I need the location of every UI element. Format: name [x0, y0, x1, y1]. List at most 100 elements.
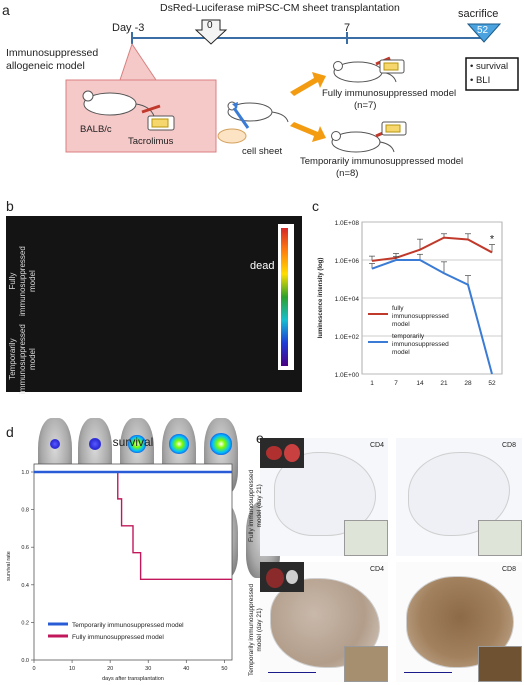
heart-specimen [266, 568, 284, 588]
heart-specimen [286, 570, 298, 584]
timeline-graphic [65, 19, 519, 153]
histo-row2-label-1: Temporarily immunosuppressed [248, 583, 255, 676]
bli-row2-label: Temporarily immunosuppressed model [8, 324, 38, 394]
histo-row2-label: Temporarily immunosuppressed model (day … [248, 584, 264, 676]
legend-label-fully: model [392, 321, 410, 328]
panel-a: a DsRed-Luciferase miPSC-CM sheet transp… [0, 0, 524, 180]
bli-row1-label-1: Fully [8, 272, 17, 290]
y-axis-label: survival rate [6, 551, 12, 581]
panel-b-letter: b [6, 198, 14, 214]
day-minus3-label: Day -3 [112, 22, 145, 34]
bli-day-header: Day 52 [248, 206, 275, 216]
chart-legend: fullyimmunosuppressedmodeltemporarilyimm… [368, 305, 449, 356]
luminescence-chart: 1.0E+00 1.0E+02 1.0E+04 1.0E+06 1.0E+08 1 7 14 2… [318, 220, 503, 387]
fully-curve [34, 471, 232, 581]
panel-d-letter: d [6, 424, 14, 440]
gross-photo-temp [260, 562, 304, 592]
histo-row1-label-2: model (day 21) [256, 484, 263, 528]
bli-day-header: Day 28 [206, 206, 233, 216]
day7-label: 7 [344, 22, 351, 34]
bli-day-header: Day 1 [40, 206, 63, 216]
histo-row2-label-2: model (day 21) [256, 608, 263, 652]
y-tick-label: 1.0E+08 [335, 220, 360, 227]
panel-a-header: DsRed-Luciferase miPSC-CM sheet transpla… [160, 2, 400, 14]
heart-specimen [284, 444, 300, 462]
x-axis-label: days after transplantation [102, 676, 164, 682]
cd4-label-row2: CD4 [370, 566, 385, 573]
x-tick-label: 50 [221, 666, 227, 672]
y-axis-label: luminescence intensity (log) [318, 258, 324, 339]
inset-zoom [478, 520, 522, 556]
x-tick-label: 40 [183, 666, 189, 672]
panel-c: c 1.0E+00 1.0E+02 1.0E+04 1.0E+06 1.0E+08 1 7 1… [306, 196, 524, 392]
bli-color-bar [281, 228, 288, 366]
x-tick-label: 21 [440, 380, 448, 387]
temp-model-n: (n=8) [336, 168, 359, 179]
bli-signal [50, 439, 60, 449]
cd4-label-row1: CD4 [370, 442, 385, 449]
y-tick-label: 1.0 [21, 470, 29, 476]
x-tick-label: 52 [488, 380, 496, 387]
model-label-line2: allogeneic model [6, 60, 85, 72]
x-tick-label: 28 [464, 380, 472, 387]
legend-label-temp: immunosuppressed [392, 341, 449, 348]
model-label-line1: Immunosuppressed [6, 47, 99, 59]
x-tick-label: 0 [32, 666, 35, 672]
dead-label: dead [250, 260, 275, 272]
survival-plot-area [33, 463, 233, 661]
fully-model-label: Fully immunosuppressed model [322, 88, 457, 99]
bli-color-scale [278, 224, 294, 370]
x-tick-label: 14 [416, 380, 424, 387]
x-tick-label: 30 [145, 666, 151, 672]
sacrifice-label: sacrifice [458, 8, 499, 20]
inset-zoom [478, 646, 522, 682]
series-line [371, 236, 493, 262]
histo-fully-cd8 [396, 438, 522, 556]
bli-image-panel [6, 216, 302, 392]
inset-zoom [344, 520, 388, 556]
series-line [371, 259, 493, 375]
bli-row1-label-2: immunosuppressed [18, 246, 27, 316]
bli-signal [210, 433, 232, 455]
cd8-label-row2: CD8 [502, 566, 517, 573]
heart-specimen [266, 446, 282, 460]
panel-c-letter: c [312, 198, 319, 214]
mouse-strain-label: BALB/c [80, 124, 112, 135]
legend-label-fully: Fully immunosuppressed model [72, 634, 164, 641]
bli-row1-label: Fully immunosuppressed model [8, 246, 38, 316]
legend-label-temp: Temporarily immunosuppressed model [72, 622, 184, 629]
panel-b: b Day 1 Day 7 Day 14 Day 21 Day 28 Day 52 Ful… [0, 196, 304, 578]
cd8-label-row1: CD8 [502, 442, 517, 449]
bli-day-header: Day 7 [80, 206, 103, 216]
bli-day-header: Day 21 [164, 206, 191, 216]
legend-label-fully: immunosuppressed [392, 313, 449, 320]
y-tick-label: 0.4 [21, 583, 29, 589]
survival-title: survival [113, 435, 154, 449]
y-tick-label: 0.0 [21, 658, 29, 664]
survival-chart: survival 0.0 0.2 0.4 0.6 0.8 1.0 0 10 20 30 40 50 day… [6, 435, 233, 682]
bli-row2-label-2: immunosuppressed [18, 324, 27, 394]
bli-row2-label-1: Temporarily [8, 338, 17, 380]
legend-label-temp: temporarily [392, 333, 425, 340]
gross-photo-fully [260, 438, 304, 468]
bli-signal [89, 438, 101, 450]
x-tick-label: 20 [107, 666, 113, 672]
day0-label: 0 [207, 20, 213, 31]
y-tick-label: 1.0E+00 [335, 372, 360, 379]
y-tick-label: 0.2 [21, 620, 29, 626]
legend-label-fully: fully [392, 305, 404, 312]
fully-model-n: (n=7) [354, 100, 377, 111]
y-tick-label: 0.6 [21, 545, 29, 551]
cell-sheet-label: cell sheet [242, 146, 283, 157]
panel-e-letter: e [256, 430, 264, 446]
legend-label-temp: model [392, 349, 410, 356]
bli-day-header: Day 14 [122, 206, 149, 216]
y-tick-label: 1.0E+02 [335, 334, 360, 341]
histo-row1-label-1: Fully immunosuppressed [248, 469, 255, 542]
panel-a-letter: a [2, 2, 10, 18]
histo-temp-cd8 [396, 562, 522, 682]
series-1 [369, 253, 493, 375]
x-tick-label: 10 [69, 666, 75, 672]
bli-signal [128, 435, 146, 453]
y-tick-label: 1.0E+04 [335, 296, 360, 303]
